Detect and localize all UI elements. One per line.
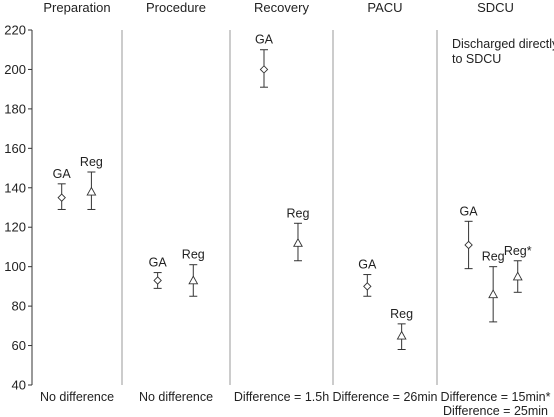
data-point-label: Reg <box>482 250 505 264</box>
panel-note: Discharged directly <box>452 37 554 51</box>
data-point-ga <box>464 240 473 250</box>
panel-footnote: Difference = 25min <box>443 404 548 417</box>
y-tick-label: 100 <box>4 259 26 274</box>
data-point-reg <box>396 330 407 340</box>
y-tick-label: 80 <box>12 299 26 314</box>
data-point-reg <box>188 275 199 285</box>
panel-title: SDCU <box>477 0 514 15</box>
panel-title: Preparation <box>43 0 110 15</box>
panel-note: to SDCU <box>452 52 501 66</box>
y-tick-label: 60 <box>12 338 26 353</box>
data-point-reg <box>86 186 97 196</box>
data-point-label: Reg <box>390 307 413 321</box>
y-tick-label: 120 <box>4 220 26 235</box>
data-point-reg <box>488 289 499 299</box>
data-point-reg <box>293 237 303 247</box>
y-tick-label: 160 <box>4 141 26 156</box>
data-point-label: GA <box>358 258 377 272</box>
data-point-label: Reg <box>287 206 310 220</box>
data-point-reg <box>512 271 523 281</box>
panel-footnote: No difference <box>139 390 213 404</box>
data-point-label: Reg <box>182 248 205 262</box>
data-point-ga <box>259 65 269 74</box>
y-tick-label: 40 <box>12 378 26 393</box>
data-point-label: GA <box>460 204 479 218</box>
data-point-label: GA <box>255 33 274 47</box>
panel-title: Recovery <box>254 0 309 15</box>
panel-footnote: Difference = 15min* <box>441 390 551 404</box>
y-tick-label: 180 <box>4 101 26 116</box>
y-tick-label: 200 <box>4 62 26 77</box>
panel-footnote: Difference = 1.5h <box>234 390 329 404</box>
data-point-label: Reg* <box>504 244 532 258</box>
data-point-ga <box>153 276 162 285</box>
data-point-ga <box>363 282 372 291</box>
y-tick-label: 220 <box>4 23 26 38</box>
panel-title: Procedure <box>146 0 206 15</box>
panel-footnote: No difference <box>40 390 114 404</box>
data-point-label: GA <box>149 256 168 270</box>
panel-footnote: Difference = 26min <box>332 390 437 404</box>
y-tick-label: 140 <box>4 180 26 195</box>
panel-title: PACU <box>367 0 402 15</box>
data-point-label: Reg <box>80 155 103 169</box>
data-point-label: GA <box>53 167 72 181</box>
data-point-ga <box>57 193 66 202</box>
